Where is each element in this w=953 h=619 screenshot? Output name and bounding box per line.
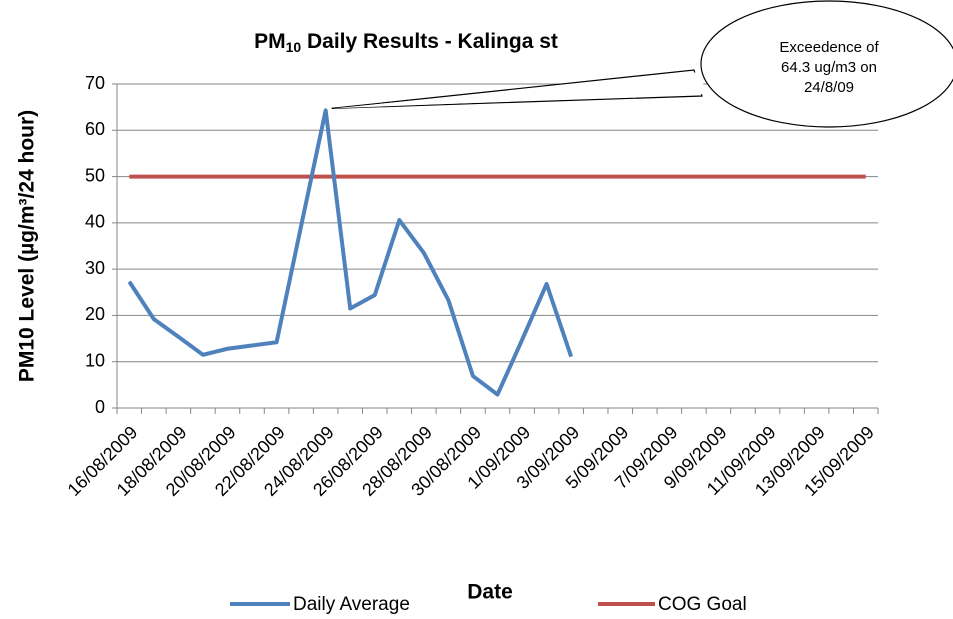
data-line [127, 108, 574, 397]
callout-bubble [700, 0, 953, 128]
callout-seam [333, 72, 706, 109]
chart-title: PM10 Daily Results - Kalinga st [254, 30, 558, 55]
title-text: PM [254, 30, 286, 53]
y-tick-label: 50 [85, 165, 105, 185]
title-text: Daily Results - Kalinga st [301, 30, 558, 53]
y-tick-label: 0 [95, 397, 105, 417]
annotation-text: 64.3 ug/m3 on [781, 59, 877, 76]
legend-label: COG Goal [658, 594, 747, 615]
y-axis-label: PM10 Level (µg/m³/24 hour) [16, 110, 39, 382]
y-tick-label: 70 [85, 73, 105, 93]
y-tick-label: 40 [85, 212, 105, 232]
y-tick-label: 60 [85, 119, 105, 139]
y-tick-label: 30 [85, 258, 105, 278]
title-subscript: 10 [286, 39, 302, 55]
legend-label: Daily Average [293, 594, 410, 615]
y-tick-label: 10 [85, 350, 105, 370]
y-tick-label: 20 [85, 304, 105, 324]
annotation-text: Exceedence of [779, 39, 879, 56]
x-axis-label: Date [467, 581, 513, 604]
annotation-text: 24/8/09 [804, 79, 854, 96]
